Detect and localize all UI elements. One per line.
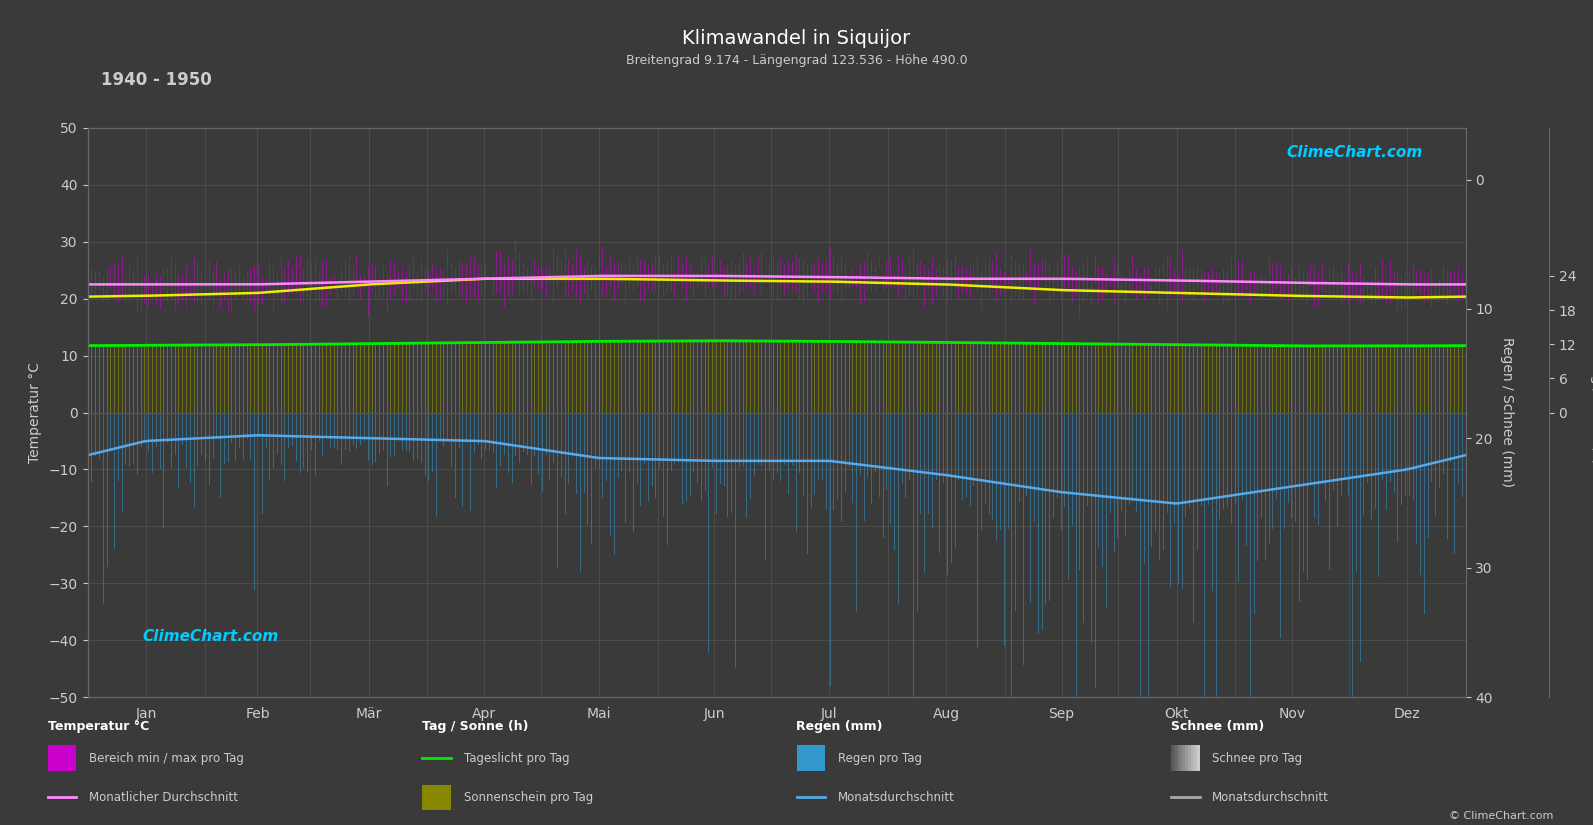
Text: Monatlicher Durchschnitt: Monatlicher Durchschnitt xyxy=(89,791,239,804)
Bar xyxy=(1185,745,1188,771)
Text: Temperatur °C: Temperatur °C xyxy=(48,720,150,733)
Text: Klimawandel in Siquijor: Klimawandel in Siquijor xyxy=(682,29,911,48)
Text: Breitengrad 9.174 - Längengrad 123.536 - Höhe 490.0: Breitengrad 9.174 - Längengrad 123.536 -… xyxy=(626,54,967,67)
Bar xyxy=(796,745,825,771)
Bar xyxy=(48,745,76,771)
Text: Regen pro Tag: Regen pro Tag xyxy=(838,752,922,765)
Text: ClimeChart.com: ClimeChart.com xyxy=(143,629,279,644)
Bar xyxy=(1182,745,1185,771)
Y-axis label: Regen / Schnee (mm): Regen / Schnee (mm) xyxy=(1499,337,1513,488)
Text: Schnee pro Tag: Schnee pro Tag xyxy=(1212,752,1303,765)
Bar xyxy=(1188,745,1192,771)
Bar xyxy=(1171,745,1174,771)
Bar xyxy=(1196,745,1200,771)
Text: Tageslicht pro Tag: Tageslicht pro Tag xyxy=(464,752,569,765)
Text: Regen (mm): Regen (mm) xyxy=(796,720,883,733)
Text: Monatsdurchschnitt: Monatsdurchschnitt xyxy=(1212,791,1329,804)
Text: Sonnenschein pro Tag: Sonnenschein pro Tag xyxy=(464,791,593,804)
Text: Tag / Sonne (h): Tag / Sonne (h) xyxy=(422,720,529,733)
Bar xyxy=(422,785,451,810)
Bar xyxy=(1192,745,1193,771)
Text: Monatsdurchschnitt: Monatsdurchschnitt xyxy=(838,791,954,804)
Text: Schnee (mm): Schnee (mm) xyxy=(1171,720,1265,733)
Text: © ClimeChart.com: © ClimeChart.com xyxy=(1448,811,1553,821)
Bar xyxy=(1193,745,1196,771)
Text: 1940 - 1950: 1940 - 1950 xyxy=(102,71,212,89)
Y-axis label: Temperatur °C: Temperatur °C xyxy=(27,362,41,463)
Bar xyxy=(1179,745,1182,771)
Y-axis label: Tag / Sonne (h): Tag / Sonne (h) xyxy=(1590,361,1593,464)
Text: ClimeChart.com: ClimeChart.com xyxy=(1287,145,1423,160)
Bar xyxy=(1177,745,1179,771)
Text: Bereich min / max pro Tag: Bereich min / max pro Tag xyxy=(89,752,244,765)
Bar xyxy=(1174,745,1177,771)
